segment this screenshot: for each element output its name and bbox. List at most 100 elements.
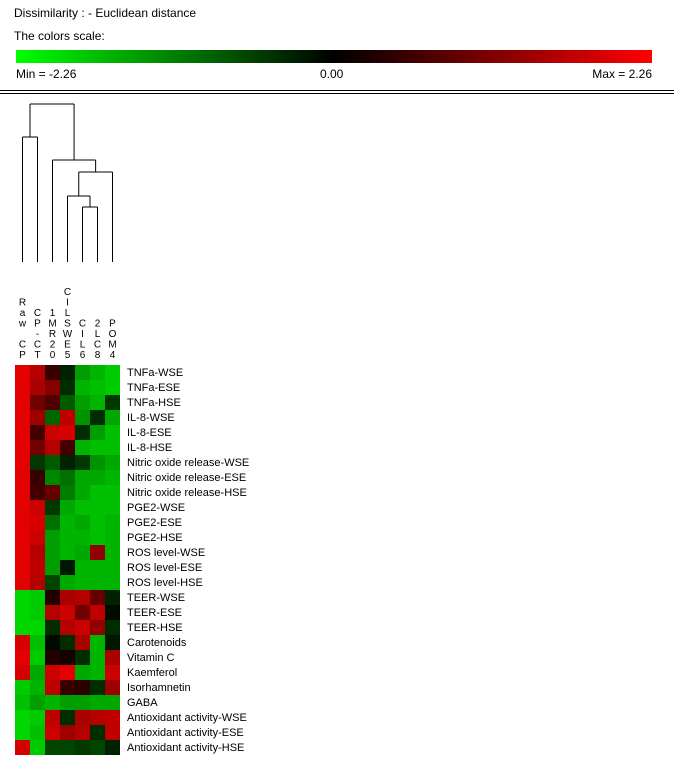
- heatmap-cell: [75, 440, 90, 455]
- heatmap-cell: [60, 725, 75, 740]
- heatmap-cell: [60, 470, 75, 485]
- heatmap-cell: [45, 725, 60, 740]
- row-labels: TNFa-WSE TNFa-ESE TNFa-HSE IL-8-WSE IL-8-ESE…: [127, 367, 249, 754]
- heatmap-cell: [15, 635, 30, 650]
- heatmap-cell: [75, 455, 90, 470]
- heatmap-cell: [30, 590, 45, 605]
- column-label-char: R: [19, 298, 26, 309]
- column-label-char: L: [65, 308, 71, 319]
- row-label: Antioxidant activity-ESE: [127, 727, 244, 739]
- heatmap-cell: [45, 485, 60, 500]
- column-label-char: P: [34, 319, 41, 330]
- column-label-char: C: [94, 340, 101, 351]
- heatmap-cell: [75, 365, 90, 380]
- heatmap-cell: [105, 740, 120, 755]
- heatmap-cell: [105, 620, 120, 635]
- heatmap-cell: [105, 500, 120, 515]
- column-label-char: C: [79, 319, 86, 330]
- heatmap-cell: [90, 365, 105, 380]
- heatmap-cell: [30, 365, 45, 380]
- heatmap-cell: [15, 515, 30, 530]
- row-label: Isorhamnetin: [127, 682, 191, 694]
- heatmap-cell: [75, 635, 90, 650]
- heatmap-cell: [30, 710, 45, 725]
- heatmap-cell: [45, 710, 60, 725]
- heatmap-cell: [105, 515, 120, 530]
- heatmap-cell: [15, 725, 30, 740]
- column-label-char: L: [95, 329, 101, 340]
- heatmap-cell: [105, 545, 120, 560]
- heatmap-cell: [105, 380, 120, 395]
- heatmap-cell: [105, 605, 120, 620]
- column-label-char: 8: [95, 350, 101, 361]
- row-label: Kaemferol: [127, 667, 177, 679]
- heatmap-cell: [105, 410, 120, 425]
- heatmap-cell: [90, 455, 105, 470]
- heatmap-cell: [90, 410, 105, 425]
- heatmap-cell: [75, 680, 90, 695]
- row-label: Nitric oxide release-HSE: [127, 487, 247, 499]
- heatmap-cell: [105, 365, 120, 380]
- heatmap-cell: [45, 545, 60, 560]
- row-label: IL-8-WSE: [127, 412, 175, 424]
- heatmap-cell: [105, 425, 120, 440]
- heatmap-cell: [60, 575, 75, 590]
- heatmap-cell: [45, 530, 60, 545]
- heatmap-cell: [60, 425, 75, 440]
- heatmap-cell: [30, 530, 45, 545]
- column-label-char: a: [20, 308, 26, 319]
- column-label-char: C: [34, 340, 41, 351]
- heatmap-cell: [60, 545, 75, 560]
- heatmap-cell: [45, 395, 60, 410]
- column-label-char: w: [18, 319, 27, 330]
- heatmap-cell: [75, 395, 90, 410]
- row-label: IL-8-HSE: [127, 442, 172, 454]
- column-label-char: P: [109, 319, 116, 330]
- heatmap-cell: [45, 380, 60, 395]
- column-label-char: 2: [95, 319, 101, 330]
- heatmap-cell: [60, 590, 75, 605]
- heatmap-cell: [15, 545, 30, 560]
- column-label-char: 5: [65, 350, 71, 361]
- heatmap-cell: [45, 440, 60, 455]
- heatmap-cell: [75, 485, 90, 500]
- column-label-char: I: [66, 298, 69, 309]
- heatmap-cell: [75, 425, 90, 440]
- heatmap-cell: [90, 500, 105, 515]
- heatmap-cell: [60, 560, 75, 575]
- row-label: Vitamin C: [127, 652, 175, 664]
- row-label: ROS level-WSE: [127, 547, 205, 559]
- heatmap-cell: [105, 695, 120, 710]
- color-scale-title: The colors scale:: [14, 29, 105, 43]
- heatmap-cell: [45, 410, 60, 425]
- heatmap-cell: [105, 680, 120, 695]
- heatmap-cell: [60, 530, 75, 545]
- heatmap-cell: [15, 575, 30, 590]
- heatmap-cell: [60, 500, 75, 515]
- heatmap-cell: [90, 575, 105, 590]
- heatmap-cell: [15, 530, 30, 545]
- heatmap-cell: [90, 695, 105, 710]
- heatmap-cell: [45, 425, 60, 440]
- heatmap-cell: [60, 395, 75, 410]
- heatmap-cell: [30, 575, 45, 590]
- column-label-char: 2: [50, 340, 56, 351]
- heatmap-cell: [105, 455, 120, 470]
- heatmap-cell: [15, 560, 30, 575]
- heatmap-cell: [75, 380, 90, 395]
- column-label-char: P: [19, 350, 26, 361]
- heatmap-cell: [45, 455, 60, 470]
- heatmap-cell: [90, 395, 105, 410]
- heatmap-cell: [90, 545, 105, 560]
- column-label-char: 0: [50, 350, 56, 361]
- row-label: PGE2-ESE: [127, 517, 182, 529]
- heatmap-cell: [60, 380, 75, 395]
- heatmap-cell: [60, 365, 75, 380]
- heatmap-cell: [45, 680, 60, 695]
- heatmap-cell: [30, 650, 45, 665]
- dissimilarity-label: Dissimilarity : - Euclidean distance: [14, 6, 197, 20]
- scale-mid-label: 0.00: [320, 67, 344, 81]
- heatmap-cell: [30, 380, 45, 395]
- heatmap-cell: [90, 740, 105, 755]
